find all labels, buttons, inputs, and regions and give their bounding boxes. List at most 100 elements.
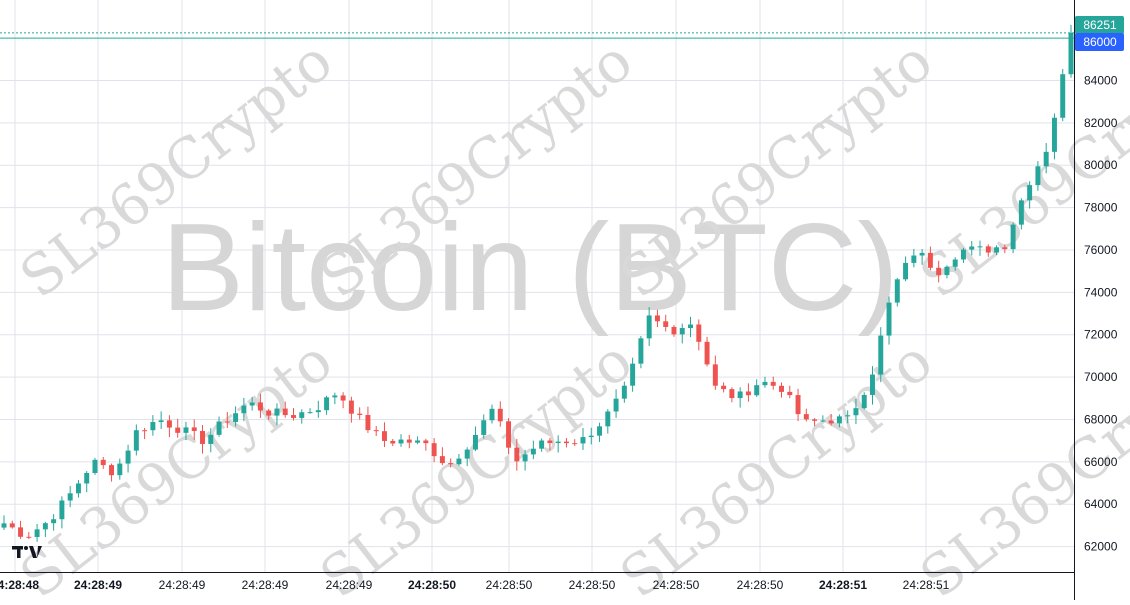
candle-body [588,435,594,438]
last-price-label: 86251 [1083,18,1117,32]
candle-body [216,421,222,435]
candle-body [1,523,7,528]
candle-body [390,440,396,444]
candle-body [175,427,181,433]
candle-body [671,326,677,335]
candle-body [721,385,727,390]
candle-body [621,385,627,399]
watermark-brand: SL369Crypto [9,328,345,600]
candle-body [183,427,189,433]
candle-body [903,262,909,280]
x-tick-label: 24:28:49 [326,578,373,592]
candle-body [919,252,925,256]
candle-body [26,536,32,538]
candle-body [530,448,536,455]
candle-body [51,519,57,524]
candle-body [291,415,296,418]
candle-body [315,410,321,413]
candle-body [481,420,487,435]
candle-body [299,412,305,418]
candle-body [572,443,578,445]
candle-body [497,408,503,422]
candle-body [282,408,288,416]
candle-body [84,472,90,484]
candle-body [861,394,867,409]
candle-body [563,441,569,444]
candle-body [381,431,387,441]
candle-body [977,246,983,248]
candle-body [960,249,966,260]
candle-body [638,338,644,364]
tradingview-logo-icon[interactable] [12,546,42,558]
candle-body [886,302,892,336]
candle-body [927,252,933,268]
candle-body [514,447,520,462]
x-tick-label: 24:28:49 [242,578,289,592]
candle-body [712,364,718,386]
candle-body [779,385,784,392]
candle-body [828,420,834,424]
watermark-layer: Bitcoin (BTC) SL369Crypto SL369Crypto SL… [9,28,1130,605]
candle-body [357,413,363,415]
candle-body [555,441,561,444]
candle-body [812,419,818,421]
candle-body [506,421,512,448]
y-tick-label: 76000 [1084,243,1118,257]
candle-body [142,430,148,432]
candle-body [406,439,412,443]
candle-body [75,483,81,494]
crosshair-price-tag [1075,33,1124,51]
candle-body [1010,224,1016,250]
price-tags: 86251 86000 [1075,16,1124,51]
y-tick-label: 62000 [1084,540,1118,554]
y-tick-label: 64000 [1084,497,1118,511]
y-tick-label: 66000 [1084,455,1118,469]
candle-body [489,408,495,421]
candle-body [1051,117,1057,152]
x-tick-label: 24:28:50 [569,578,616,592]
candle-body [398,439,404,444]
candle-body [307,412,313,414]
candle-body [100,459,106,466]
candle-body [936,267,942,276]
candle-body [952,259,958,267]
candle-body [944,266,950,276]
candle-body [249,402,255,406]
candle-body [365,414,371,431]
candle-body [257,402,263,411]
crosshair-price-label: 86000 [1083,35,1117,49]
y-tick-label: 78000 [1084,201,1118,215]
candle-body [969,246,975,250]
candle-body [679,328,685,335]
y-tick-label: 72000 [1084,328,1118,342]
candle-body [745,391,751,396]
candle-body [1002,247,1008,250]
candle-body [34,529,40,537]
candle-body [208,434,214,444]
candle-body [994,247,1000,253]
candle-body [985,246,991,253]
candle-body [166,420,172,428]
candle-body [415,440,421,443]
candle-body [663,321,669,327]
candle-body [464,449,470,459]
candle-body [59,500,65,520]
candle-body [191,427,197,431]
candle-body [696,324,702,342]
candle-body [233,413,239,422]
candle-body [241,405,247,414]
candle-body [704,341,710,365]
y-tick-label: 82000 [1084,116,1118,130]
x-tick-label: 24:28:50 [486,578,533,592]
watermark-brand: SL369Crypto [309,328,645,600]
candle-body [654,315,660,322]
x-tick-label: 24:28:51 [819,578,867,592]
candle-body [332,395,338,398]
candle-body [836,416,842,424]
candle-body [125,450,131,464]
y-tick-label: 80000 [1084,158,1118,172]
y-tick-label: 68000 [1084,412,1118,426]
candle-body [580,437,586,444]
